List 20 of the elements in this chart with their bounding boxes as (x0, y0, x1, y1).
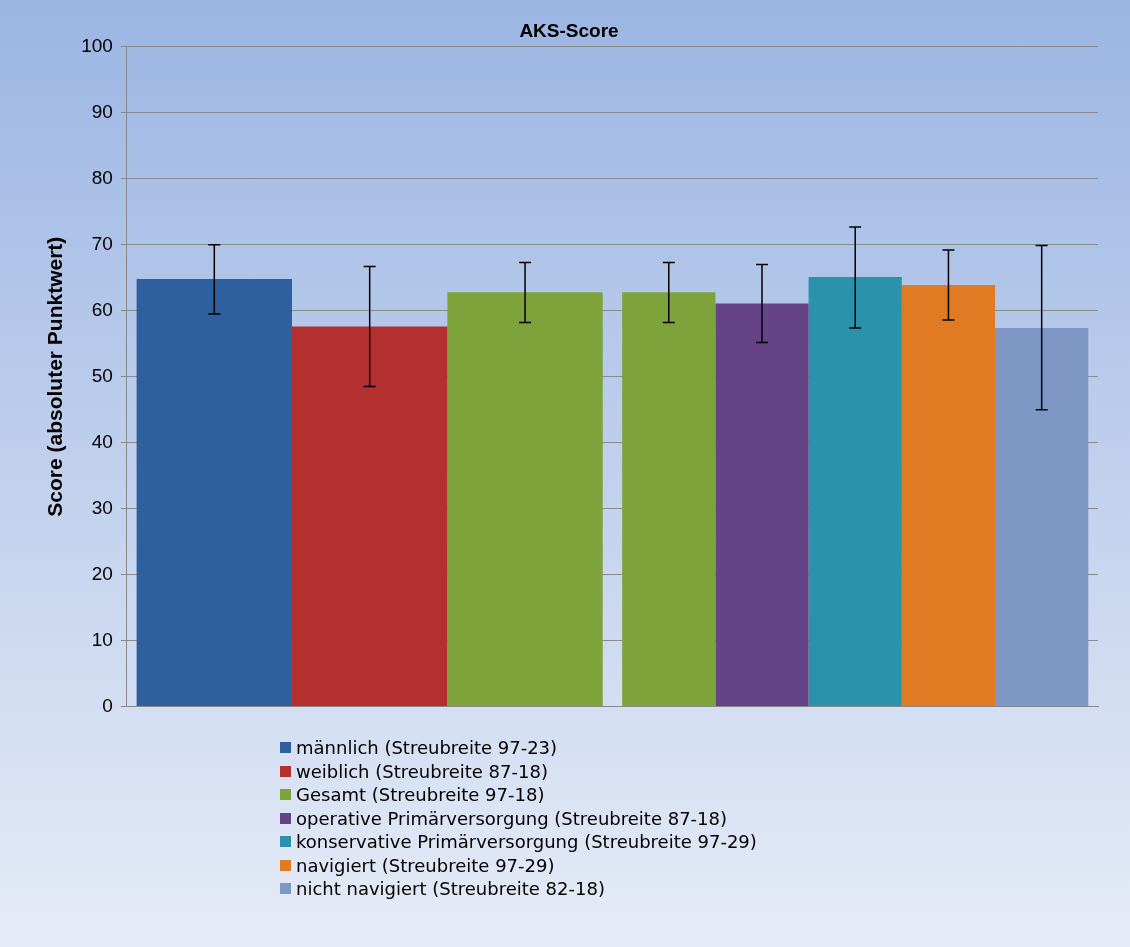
y-tick-label: 100 (81, 35, 113, 57)
legend-label: Gesamt (Streubreite 97-18) (296, 783, 545, 807)
y-tick-label: 90 (91, 101, 113, 123)
y-tick-label: 0 (102, 694, 113, 716)
y-tick-label: 20 (91, 562, 113, 584)
legend-label: konservative Primärversorgung (Streubreite 97-29) (296, 830, 757, 854)
y-tick-label: 30 (91, 496, 113, 518)
chart-title: AKS-Score (519, 19, 619, 41)
legend-label: operative Primärversorgung (Streubreite 87-18) (296, 806, 728, 830)
y-tick-label: 40 (91, 430, 113, 452)
legend-label: nicht navigiert (Streubreite 82-18) (296, 877, 605, 901)
legend-label: männlich (Streubreite 97-23) (296, 736, 558, 760)
legend-label: weiblich (Streubreite 87-18) (296, 759, 548, 783)
y-tick-label: 60 (91, 298, 113, 320)
legend-label: navigiert (Streubreite 97-29) (296, 853, 555, 877)
y-tick-label: 10 (91, 628, 113, 650)
y-axis-title: Score (absoluter Punktwert) (43, 236, 67, 517)
y-tick-label: 80 (91, 166, 113, 188)
y-tick-label: 50 (91, 364, 113, 386)
y-tick-label: 70 (91, 232, 113, 254)
